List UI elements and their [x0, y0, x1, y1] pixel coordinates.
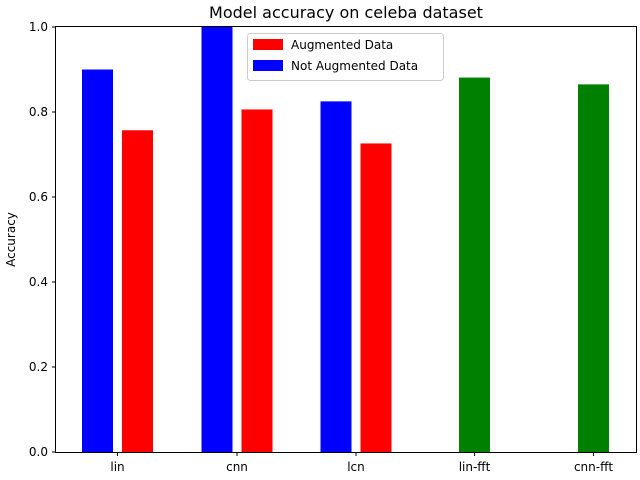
- bar-cnn-series-0: [201, 27, 233, 452]
- legend-swatch: [253, 39, 283, 50]
- y-axis: 0.0 0.2 0.4 0.6 0.8 1.0: [29, 20, 56, 459]
- x-tick-label: lin-fft: [459, 460, 491, 474]
- bar-cnn-fft-series-2: [578, 84, 609, 452]
- chart-title: Model accuracy on celeba dataset: [209, 3, 483, 22]
- bar-cnn-series-1: [241, 109, 273, 452]
- y-tick-label: 0.0: [29, 445, 48, 459]
- legend-label: Augmented Data: [291, 38, 393, 52]
- y-tick-label: 1.0: [29, 20, 48, 34]
- bar-lin-series-1: [122, 130, 153, 452]
- y-axis-label: Accuracy: [4, 212, 18, 267]
- bars-group: [82, 27, 609, 452]
- x-axis: lin cnn lcn lin-fft cnn-fft: [110, 452, 613, 474]
- bar-lin-fft-series-2: [459, 77, 490, 452]
- bar-lin-series-0: [82, 69, 113, 452]
- legend-swatch: [253, 60, 283, 71]
- y-tick-label: 0.8: [29, 105, 48, 119]
- x-tick-label: cnn-fft: [574, 460, 613, 474]
- bar-lcn-series-0: [320, 101, 352, 452]
- x-tick-label: lin: [110, 460, 124, 474]
- x-tick-label: cnn: [226, 460, 248, 474]
- y-tick-label: 0.6: [29, 190, 48, 204]
- legend-box: [247, 33, 444, 81]
- y-tick-label: 0.2: [29, 360, 48, 374]
- legend: Augmented Data Not Augmented Data: [247, 33, 444, 81]
- plot-frame: [55, 26, 637, 453]
- y-tick-label: 0.4: [29, 275, 48, 289]
- bar-lcn-series-1: [360, 143, 392, 452]
- legend-label: Not Augmented Data: [291, 59, 418, 73]
- x-tick-label: lcn: [347, 460, 365, 474]
